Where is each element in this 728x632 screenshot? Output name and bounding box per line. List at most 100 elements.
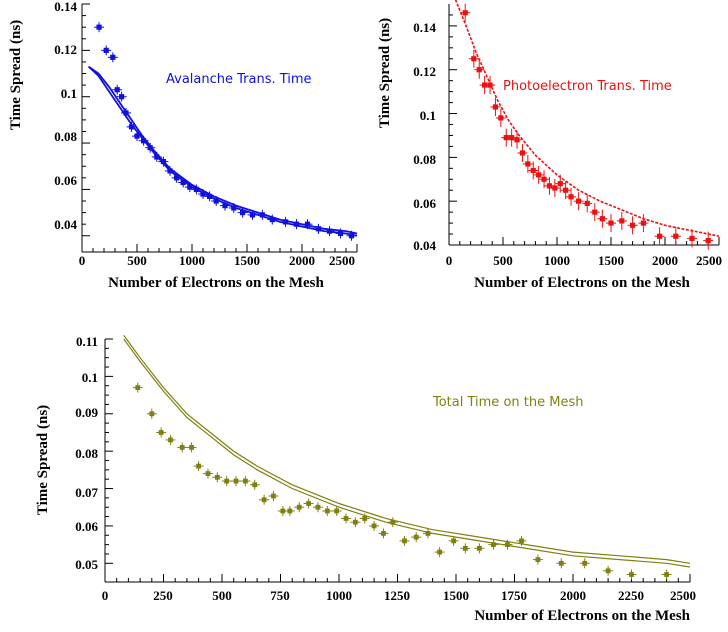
p3-data-point (322, 505, 333, 516)
p1-ytick-label: 0.1 (61, 86, 77, 101)
p2-marker (584, 200, 590, 206)
p3-marker (168, 437, 173, 443)
p3-xtick-label: 1750 (501, 588, 527, 603)
p3-data-point (399, 535, 410, 546)
p2-marker (471, 56, 477, 62)
p1-marker (213, 198, 219, 204)
p1-data-point (158, 156, 169, 167)
p2-marker (619, 218, 625, 224)
p3-marker (243, 478, 248, 484)
p2-marker (608, 220, 614, 226)
p3-annotation: Total Time on the Mesh (432, 395, 583, 410)
p2-marker (552, 185, 558, 191)
p2-xtick-label: 0 (446, 253, 453, 268)
p2-xtick-label: 1500 (598, 253, 624, 268)
p2-marker (519, 150, 526, 156)
p1-ytick-label: 0.14 (54, 0, 77, 14)
p3-ytick-label: 0.1 (82, 370, 98, 385)
p2-data-point (533, 165, 544, 184)
p1-data-point (302, 219, 313, 230)
p3-data-point (603, 565, 614, 576)
p3-marker (214, 474, 220, 480)
p2-ytick-label: 0.06 (413, 196, 436, 211)
p3-marker (233, 478, 239, 484)
p3-marker (362, 516, 368, 521)
p2-marker (462, 10, 468, 16)
p1-xtick-label: 1500 (234, 253, 260, 268)
p2-y-axis-label: Time Spread (ns) (377, 18, 393, 128)
p2-annotation: Photoelectron Trans. Time (503, 79, 672, 94)
p1-marker (103, 47, 109, 53)
p3-data-point (202, 468, 213, 479)
p3-marker (224, 478, 230, 484)
p3-data-point (387, 517, 398, 528)
p3-marker (519, 538, 524, 544)
p1-marker (249, 212, 256, 218)
p1-marker (167, 168, 173, 174)
p3-data-point (502, 539, 513, 550)
p1-data-point (184, 182, 195, 193)
p3-ytick-label: 0.07 (75, 485, 98, 500)
p1-data-point (335, 228, 346, 239)
p3-data-point (186, 442, 197, 453)
p1-plot-group (81, 3, 358, 253)
p1-xtick-label: 0 (79, 253, 86, 268)
p2-data-point (490, 97, 501, 116)
p1-marker (326, 228, 333, 234)
p2-marker (657, 233, 663, 239)
p3-data-point (434, 547, 445, 558)
p2-data-point (616, 211, 627, 230)
p3-data-point (165, 434, 176, 445)
p1-x-axis-label: Number of Electrons on the Mesh (108, 275, 324, 291)
p1-marker (174, 175, 180, 181)
p1-marker (128, 124, 135, 130)
p1-marker (110, 54, 116, 60)
p1-data-point (220, 200, 230, 211)
p3-marker (315, 504, 321, 510)
p2-data-point (468, 49, 479, 68)
p3-fit-curve (123, 334, 691, 564)
p2-data-point (512, 130, 523, 149)
panel-avalanche: 0.14 0.12 0.1 0.08 0.06 0.04 0 500 1000 … (8, 0, 355, 291)
p3-plot-group (104, 334, 691, 583)
p3-data-point (350, 517, 361, 528)
p3-marker (287, 508, 293, 514)
p3-marker (158, 430, 164, 435)
p1-data-point (116, 91, 127, 102)
p1-marker (141, 138, 147, 144)
p2-data-point (687, 229, 697, 248)
p2-marker (689, 235, 695, 242)
p3-marker (306, 501, 311, 506)
p3-data-point (312, 502, 323, 513)
p1-fit-curve (88, 65, 358, 235)
p2-marker (563, 187, 569, 193)
p1-marker (114, 87, 120, 93)
p2-data-point (589, 203, 600, 222)
p3-marker (413, 534, 419, 540)
p1-marker (231, 205, 237, 211)
p2-marker (546, 183, 553, 189)
p2-marker (640, 220, 646, 226)
p2-marker (509, 135, 515, 141)
p2-marker (592, 209, 598, 215)
p3-data-point (146, 408, 157, 419)
p1-xtick-label: 2500 (329, 253, 355, 268)
p3-data-point (259, 494, 270, 505)
p3-marker (271, 493, 276, 499)
p3-data-point (303, 498, 314, 509)
p3-data-point (460, 543, 471, 554)
p1-marker (348, 233, 355, 239)
p1-data-point (107, 52, 118, 63)
p2-marker (530, 167, 536, 174)
p1-ytick-label: 0.12 (54, 42, 77, 57)
p3-marker (149, 411, 155, 417)
p3-marker (425, 531, 431, 536)
p3-xtick-label: 250 (153, 588, 173, 603)
p2-plot-group (448, 0, 720, 250)
p3-marker (280, 508, 286, 514)
p2-marker (525, 161, 531, 167)
p2-data-point (573, 192, 584, 211)
p1-data-point (101, 45, 112, 56)
p3-marker (582, 560, 588, 566)
p3-marker (371, 523, 377, 529)
